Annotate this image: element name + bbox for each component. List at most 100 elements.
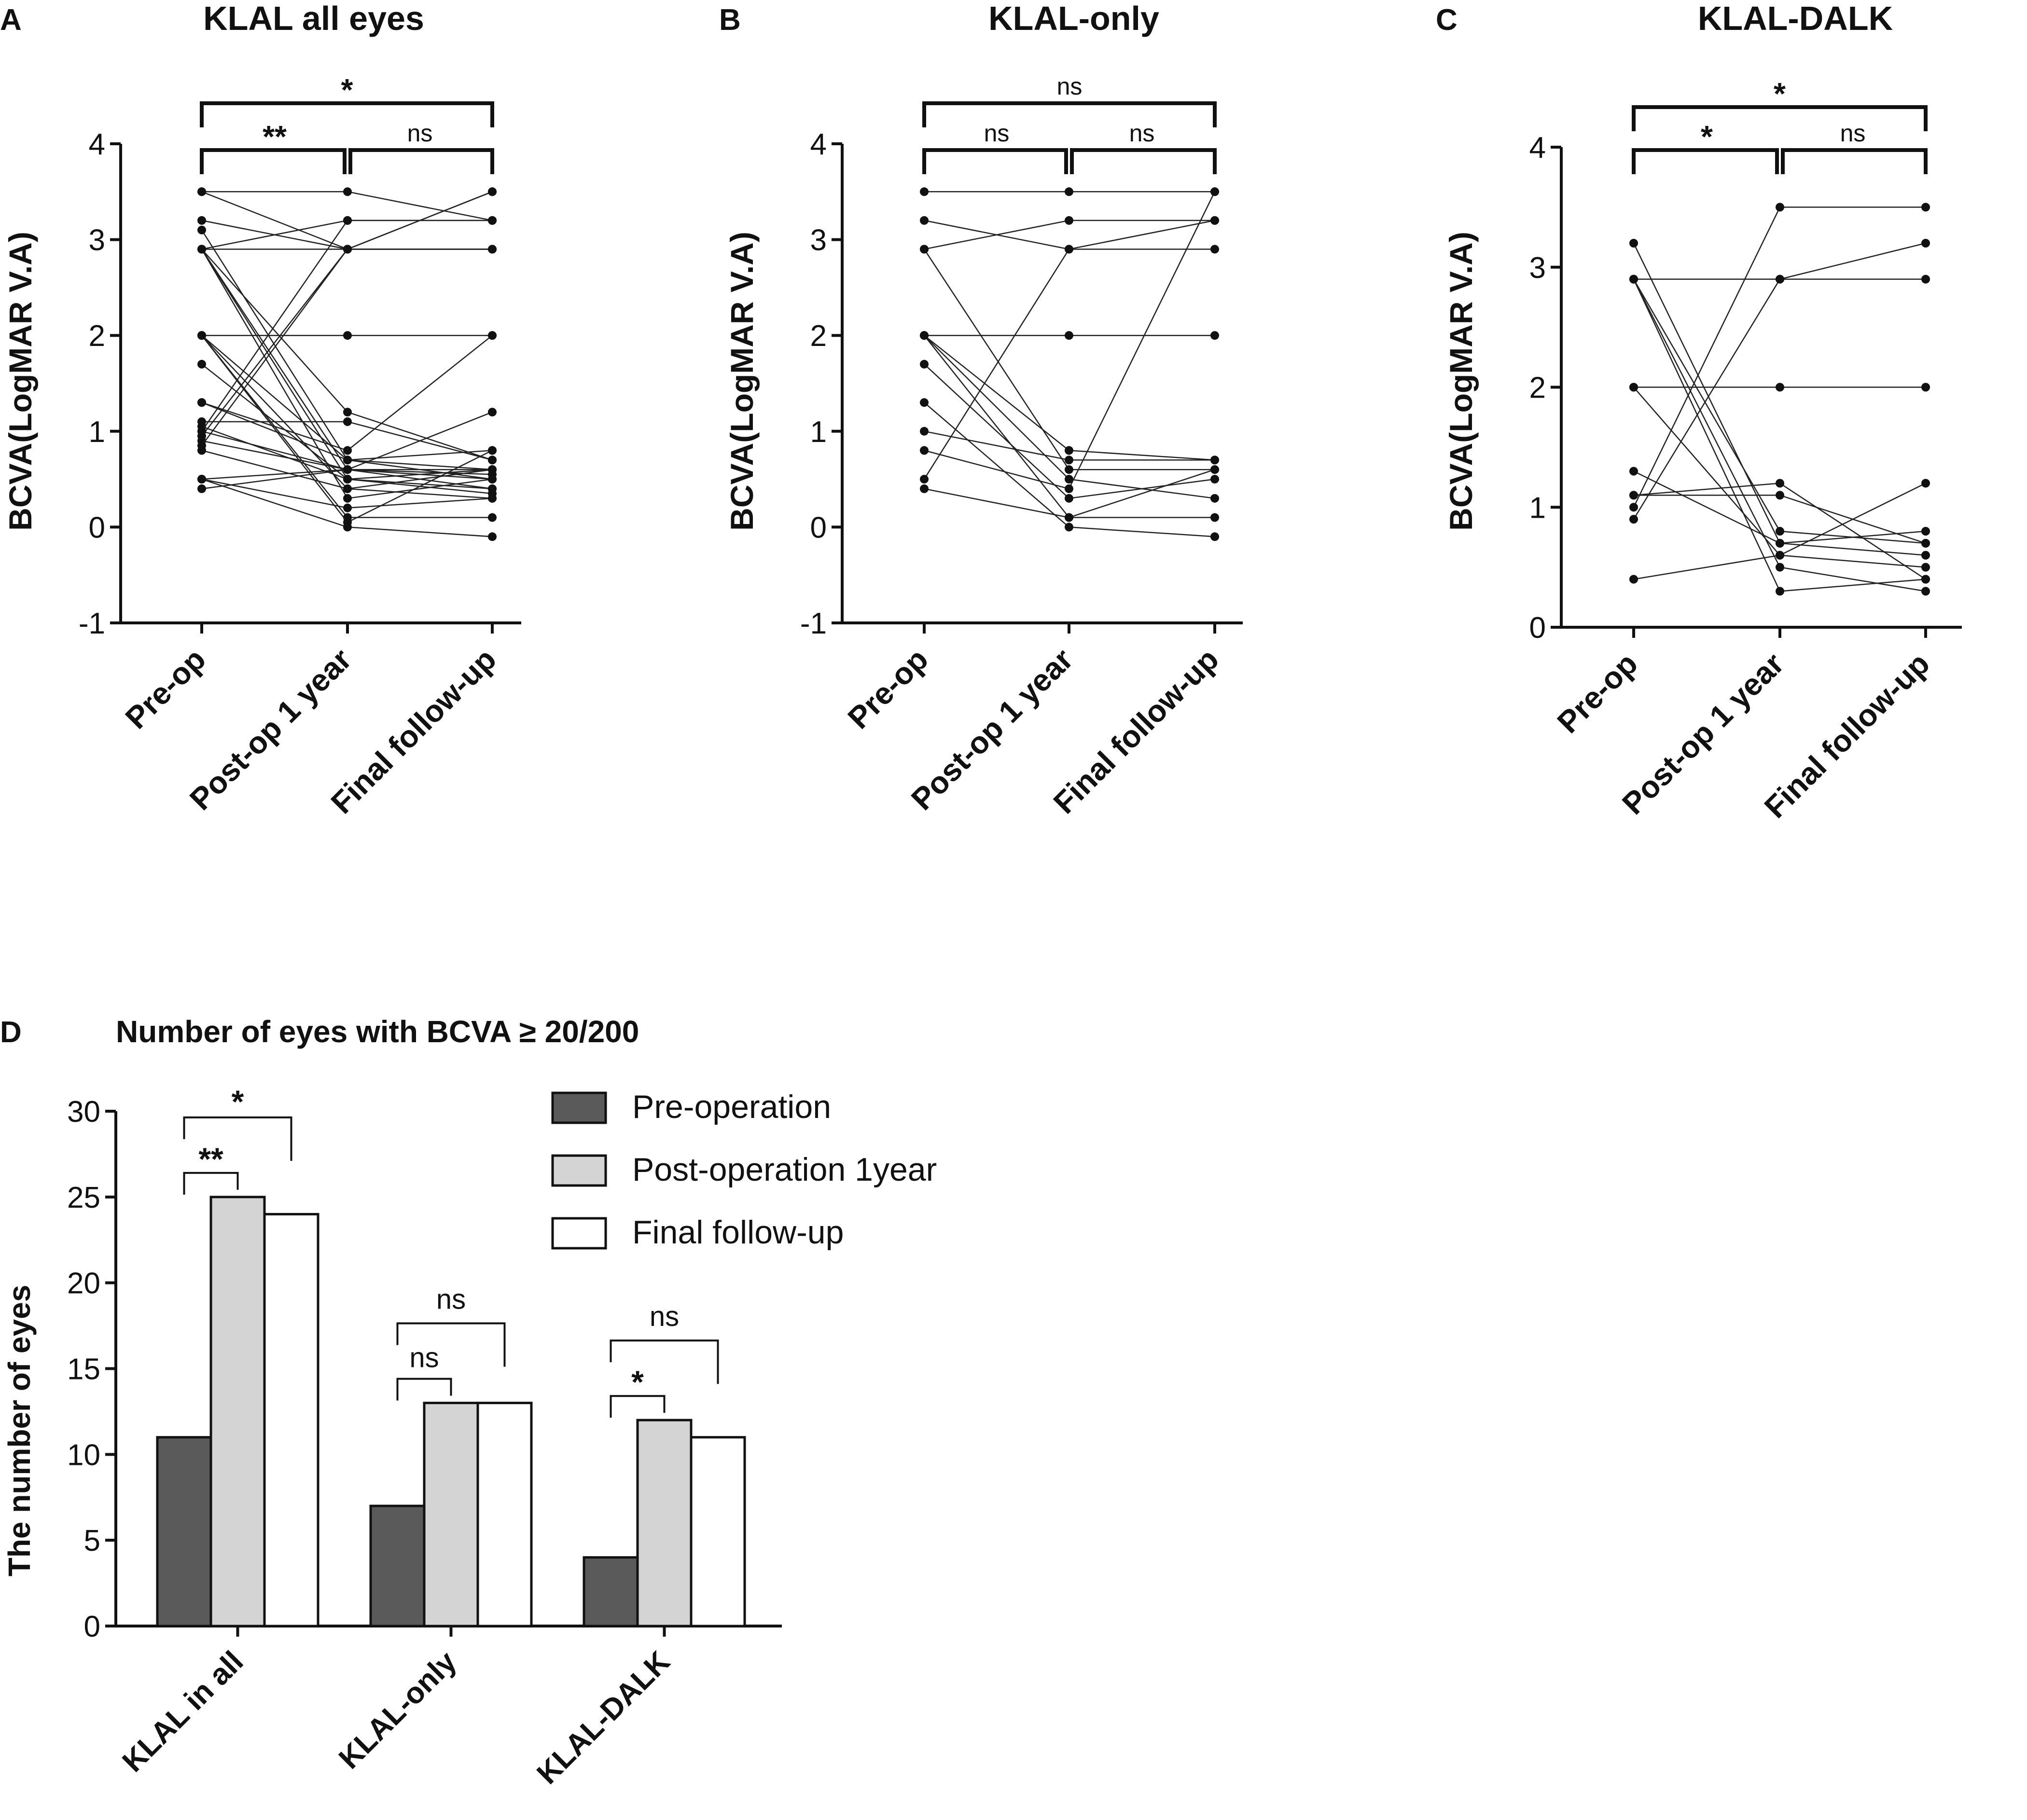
panel-b-data-point [920, 187, 929, 196]
panel-a-data-point [197, 427, 206, 436]
panel-b-subject-line [923, 248, 1215, 470]
panel-d-y-tick-label: 5 [84, 1524, 100, 1558]
panel-b-data-point [1065, 187, 1073, 196]
panel-d-sig-bracket [183, 1172, 239, 1195]
panel-letter-d: D [0, 1016, 22, 1049]
panel-b-data-point [1210, 331, 1219, 340]
panel-c-data-point [1921, 239, 1930, 248]
panel-b-data-point [1210, 475, 1219, 484]
panel-a-data-point [197, 187, 206, 196]
panel-b-subject-line [924, 335, 1215, 461]
panel-title-a: KLAL all eyes [203, 0, 424, 37]
panel-c-y-tick-label: 0 [1529, 611, 1546, 645]
panel-a-subject-line [201, 248, 492, 470]
panel-d-sig-label: ns [436, 1284, 466, 1315]
panel-d-y-tick-label: 25 [67, 1181, 100, 1214]
panel-d-y-tick-label: 15 [67, 1353, 100, 1386]
panel-a-y-tick-label: 2 [89, 319, 105, 353]
panel-a-data-point [197, 398, 206, 407]
panel-a-data-point [343, 484, 352, 493]
panel-c-data-point [1921, 479, 1930, 488]
panel-b-data-point [920, 331, 929, 340]
panel-c-y-tick-label: 4 [1529, 131, 1546, 165]
panel-c-sig-bracket [1781, 148, 1928, 174]
panel-a-data-point [343, 408, 352, 417]
panel-a-data-point [197, 441, 206, 450]
panel-a-data-point [343, 465, 352, 474]
legend-label: Final follow-up [632, 1214, 844, 1251]
panel-c-data-point [1776, 275, 1784, 284]
legend-swatch [551, 1217, 607, 1250]
panel-d-sig-label: * [631, 1364, 644, 1400]
panel-a-data-point [197, 475, 206, 484]
panel-a-data-point [343, 523, 352, 532]
panel-c-y-tick-label: 2 [1529, 372, 1546, 405]
panel-c-subject-line [1633, 243, 1926, 556]
panel-d-bar [583, 1556, 639, 1627]
panel-title-d: Number of eyes with BCVA ≥ 20/200 [116, 1014, 639, 1049]
panel-c-subject-line [1634, 495, 1926, 544]
panel-a-subject-line [201, 335, 493, 451]
panel-d-sig-bracket [610, 1339, 719, 1384]
panel-b-y-tick-label: 4 [810, 128, 827, 161]
panel-a-data-point [488, 245, 497, 254]
legend-label: Post-operation 1year [632, 1151, 937, 1188]
panel-a-data-point [343, 331, 352, 340]
panel-b-data-point [920, 446, 929, 455]
panel-c-data-point [1629, 467, 1638, 476]
panel-d-sig-bracket [396, 1378, 452, 1401]
panel-b-data-point [1210, 513, 1219, 522]
panel-d-sig-bracket [396, 1322, 506, 1367]
panel-c-subject-line [1633, 242, 1926, 520]
panel-d-y-tick-label: 10 [67, 1438, 100, 1472]
panel-d-sig-label: ns [650, 1301, 679, 1332]
panel-a-data-point [343, 475, 352, 484]
panel-d-sig-bracket [610, 1395, 666, 1418]
panel-a-data-point [197, 484, 206, 493]
panel-b-sig-bracket [922, 101, 1217, 127]
panel-b-y-tick-label: -1 [800, 607, 827, 640]
panel-a-data-point [488, 187, 497, 196]
panel-b-data-point [1210, 455, 1219, 465]
panel-c-data-point [1921, 575, 1930, 584]
panel-c-subject-line [1633, 278, 1926, 544]
panel-c-data-point [1629, 503, 1638, 512]
panel-a-data-point [197, 331, 206, 340]
panel-b-y-tick-label: 3 [810, 224, 827, 257]
panel-c-sig-bracket [1632, 148, 1779, 174]
y-axis-title-b: BCVA(LogMAR V.A) [724, 232, 760, 531]
panel-d-bar [369, 1504, 426, 1627]
panel-b-data-point [1210, 494, 1219, 503]
panel-a-data-point [343, 446, 352, 455]
panel-a-data-point [197, 216, 206, 225]
panel-a-y-tick-label: 4 [89, 128, 105, 161]
panel-c-sig-label: * [1701, 119, 1713, 154]
panel-d-sig-label: ns [409, 1342, 439, 1374]
panel-d-legend: Pre-operation Post-operation 1year Final f… [551, 1089, 937, 1251]
panel-title-c: KLAL-DALK [1698, 0, 1893, 37]
panel-b-data-point [1065, 465, 1073, 474]
panel-b-data-point [1065, 331, 1073, 340]
panel-d-bar [476, 1402, 533, 1627]
panel-b-data-point [1065, 446, 1073, 455]
panel-b-y-tick-label: 1 [810, 415, 827, 449]
panel-b-data-point [1065, 475, 1073, 484]
panel-a-data-point [488, 331, 497, 340]
panel-a-sig-label: ** [263, 119, 287, 154]
panel-b-data-point [1065, 494, 1073, 503]
panel-d-x-tick-label: KLAL in all [116, 1645, 250, 1779]
panel-a-sig-bracket [348, 148, 494, 174]
panel-a-data-point [343, 503, 352, 512]
panel-letter-c: C [1436, 3, 1458, 37]
panel-c-data-point [1629, 491, 1638, 500]
panel-c-data-point [1629, 239, 1638, 248]
panel-d-bar [690, 1436, 746, 1627]
legend-swatch [551, 1154, 607, 1187]
panel-d-x-tick-label: KLAL-DALK [530, 1645, 676, 1791]
panel-c-data-point [1776, 491, 1784, 500]
panel-c-data-point [1629, 515, 1638, 524]
y-axis-title-c: BCVA(LogMAR V.A) [1443, 232, 1479, 531]
panel-a-sig-label: * [341, 72, 353, 107]
